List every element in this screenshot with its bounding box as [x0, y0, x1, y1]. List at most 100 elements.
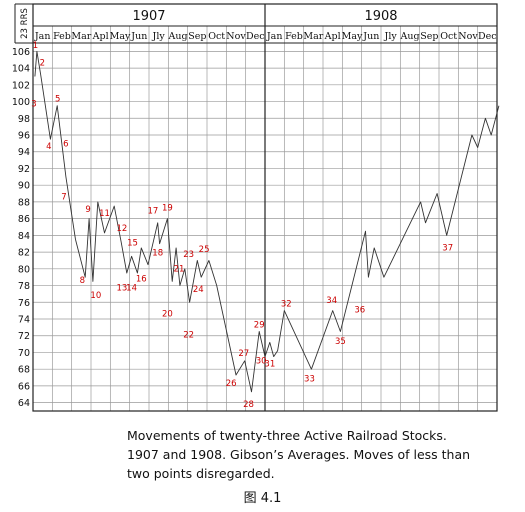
caption-line-2: 1907 and 1908. Gibson’s Averages. Moves … — [127, 447, 471, 462]
annotation-label: 36 — [354, 305, 365, 315]
month-label: Jly — [384, 31, 398, 42]
caption: Movements of twenty-three Active Railroa… — [127, 426, 471, 483]
plot-border — [32, 3, 498, 412]
month-label: Jun — [362, 31, 379, 42]
figure-label: 图 4.1 — [243, 491, 282, 506]
month-label: Aug — [399, 31, 419, 42]
y-tick-label: 96 — [18, 131, 30, 142]
series-line — [34, 50, 500, 393]
y-tick-label: 98 — [18, 114, 30, 125]
y-tick-label: 94 — [18, 147, 30, 158]
y-tick-label: 64 — [18, 398, 30, 409]
annotation-label: 33 — [304, 375, 315, 385]
annotation-label: 14 — [126, 284, 137, 294]
y-tick-label: 86 — [18, 214, 30, 225]
annotation-label: 27 — [238, 349, 249, 359]
annotation-label: 13 — [117, 284, 128, 294]
month-label: May — [342, 31, 363, 42]
y-tick-label: 92 — [18, 164, 30, 175]
annotation-label: 37 — [442, 243, 453, 253]
annotation-label: 16 — [136, 274, 147, 284]
annotation-label: 2 — [40, 59, 45, 69]
annotation-label: 1 — [33, 41, 38, 51]
month-label: Jan — [266, 31, 283, 42]
month-label: Nov — [226, 31, 246, 42]
annotation-label: 23 — [183, 250, 194, 260]
annotation-label: 19 — [162, 203, 173, 213]
caption-line-3: two points disregarded. — [127, 466, 275, 481]
month-label: Nov — [458, 31, 478, 42]
annotation-label: 21 — [174, 264, 185, 274]
y-tick-label: 76 — [18, 298, 30, 309]
month-label: Feb — [53, 31, 71, 42]
chart-frame — [14, 3, 498, 412]
annotation-label: 17 — [147, 207, 158, 217]
month-label: Jan — [34, 31, 51, 42]
annotation-label: 6 — [63, 140, 68, 150]
annotation-label: 5 — [55, 95, 60, 105]
annotation-label: 11 — [99, 209, 110, 219]
y-tick-label: 72 — [18, 331, 30, 342]
month-label: Jly — [152, 31, 166, 42]
annotation-label: 18 — [152, 248, 163, 258]
annotation-label: 32 — [281, 299, 292, 309]
y-tick-label: 106 — [12, 47, 30, 58]
annotation-label: 7 — [61, 192, 66, 202]
annotation-label: 31 — [264, 360, 275, 370]
y-tick-label: 100 — [12, 97, 30, 108]
month-label: Feb — [285, 31, 303, 42]
annotation-label: 3 — [31, 100, 36, 110]
annotation-layer: 1234567891011121314151617181920212223242… — [31, 41, 453, 410]
y-axis-label: 23 RRS — [20, 8, 30, 39]
annotation-label: 35 — [335, 337, 346, 347]
series-layer — [34, 50, 500, 393]
year-label-1907: 1907 — [132, 9, 165, 24]
y-tick-label: 90 — [18, 181, 30, 192]
annotation-label: 9 — [85, 205, 90, 215]
y-tick-label: 88 — [18, 197, 30, 208]
y-tick-label: 80 — [18, 264, 30, 275]
month-label: Oct — [440, 31, 457, 42]
month-label: Dec — [246, 31, 265, 42]
y-tick-label: 66 — [18, 381, 30, 392]
annotation-label: 4 — [46, 142, 51, 152]
annotation-label: 29 — [254, 320, 265, 330]
annotation-label: 12 — [117, 224, 128, 234]
month-label: Oct — [208, 31, 225, 42]
y-tick-label: 68 — [18, 365, 30, 376]
annotation-label: 30 — [256, 356, 267, 366]
y-tick-label: 70 — [18, 348, 30, 359]
month-label: Jun — [130, 31, 147, 42]
annotation-label: 8 — [80, 276, 85, 286]
y-tick-label: 78 — [18, 281, 30, 292]
y-tick-label: 102 — [12, 80, 30, 91]
month-label: Mar — [303, 31, 323, 42]
month-label: May — [110, 31, 131, 42]
y-tick-label: 82 — [18, 248, 30, 259]
y-tick-label: 84 — [18, 231, 30, 242]
annotation-label: 20 — [162, 309, 173, 319]
month-label: Apl — [324, 31, 341, 42]
month-label: Sep — [188, 31, 206, 42]
annotation-label: 25 — [199, 245, 210, 255]
y-tick-label: 104 — [12, 64, 30, 75]
annotation-label: 28 — [243, 400, 254, 410]
month-label: Dec — [478, 31, 497, 42]
month-label: Mar — [71, 31, 91, 42]
y-tick-label: 74 — [18, 315, 30, 326]
month-label: Aug — [167, 31, 187, 42]
grid — [33, 4, 497, 411]
caption-line-1: Movements of twenty-three Active Railroa… — [127, 428, 447, 443]
annotation-label: 10 — [90, 291, 101, 301]
annotation-label: 26 — [226, 379, 237, 389]
annotation-label: 15 — [127, 238, 138, 248]
annotation-label: 34 — [326, 296, 337, 306]
y-axis-ticks: 64 66 68 70 72 74 76 78 80 82 84 86 88 90 92 94 96 98 100 1… — [12, 47, 30, 409]
annotation-label: 24 — [193, 285, 204, 295]
year-label-1908: 1908 — [364, 9, 397, 24]
annotation-label: 22 — [183, 330, 194, 340]
month-label: Apl — [92, 31, 109, 42]
month-label: Sep — [420, 31, 438, 42]
